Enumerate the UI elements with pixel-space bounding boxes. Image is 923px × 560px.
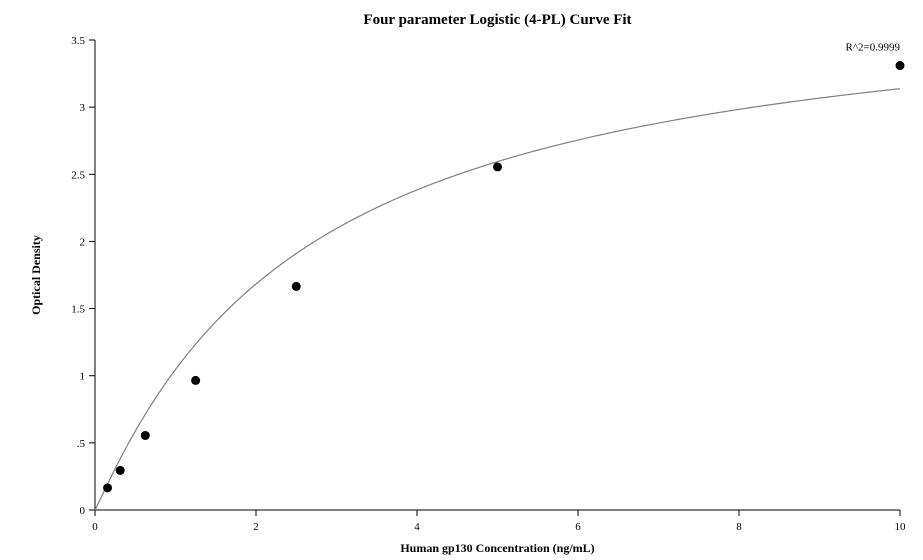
data-point — [116, 466, 125, 475]
x-tick-label: 6 — [575, 521, 581, 533]
chart-svg: Four parameter Logistic (4-PL) Curve Fit… — [0, 0, 923, 560]
x-tick-label: 0 — [92, 521, 98, 533]
y-tick-label: 1.5 — [71, 304, 85, 316]
y-tick-label: 0 — [80, 505, 86, 517]
x-tick-label: 2 — [253, 521, 259, 533]
x-tick-label: 8 — [736, 521, 742, 533]
data-point — [493, 162, 502, 171]
y-axis-label: Optical Density — [29, 235, 43, 315]
y-tick-label: 1 — [80, 371, 86, 383]
x-axis-label: Human gp130 Concentration (ng/mL) — [400, 541, 594, 555]
data-point — [896, 61, 905, 70]
y-tick-label: 2 — [80, 236, 86, 248]
chart-background — [0, 0, 923, 560]
data-point — [292, 282, 301, 291]
x-tick-label: 10 — [895, 521, 907, 533]
r-squared-annotation: R^2=0.9999 — [846, 42, 901, 54]
data-point — [103, 483, 112, 492]
y-tick-label: 2.5 — [71, 169, 85, 181]
data-point — [141, 431, 150, 440]
y-tick-label: 3 — [80, 102, 86, 114]
y-tick-label: .5 — [77, 438, 86, 450]
y-tick-label: 3.5 — [71, 35, 85, 47]
chart-container: Four parameter Logistic (4-PL) Curve Fit… — [0, 0, 923, 560]
chart-title: Four parameter Logistic (4-PL) Curve Fit — [363, 12, 631, 28]
data-point — [191, 376, 200, 385]
x-tick-label: 4 — [414, 521, 420, 533]
